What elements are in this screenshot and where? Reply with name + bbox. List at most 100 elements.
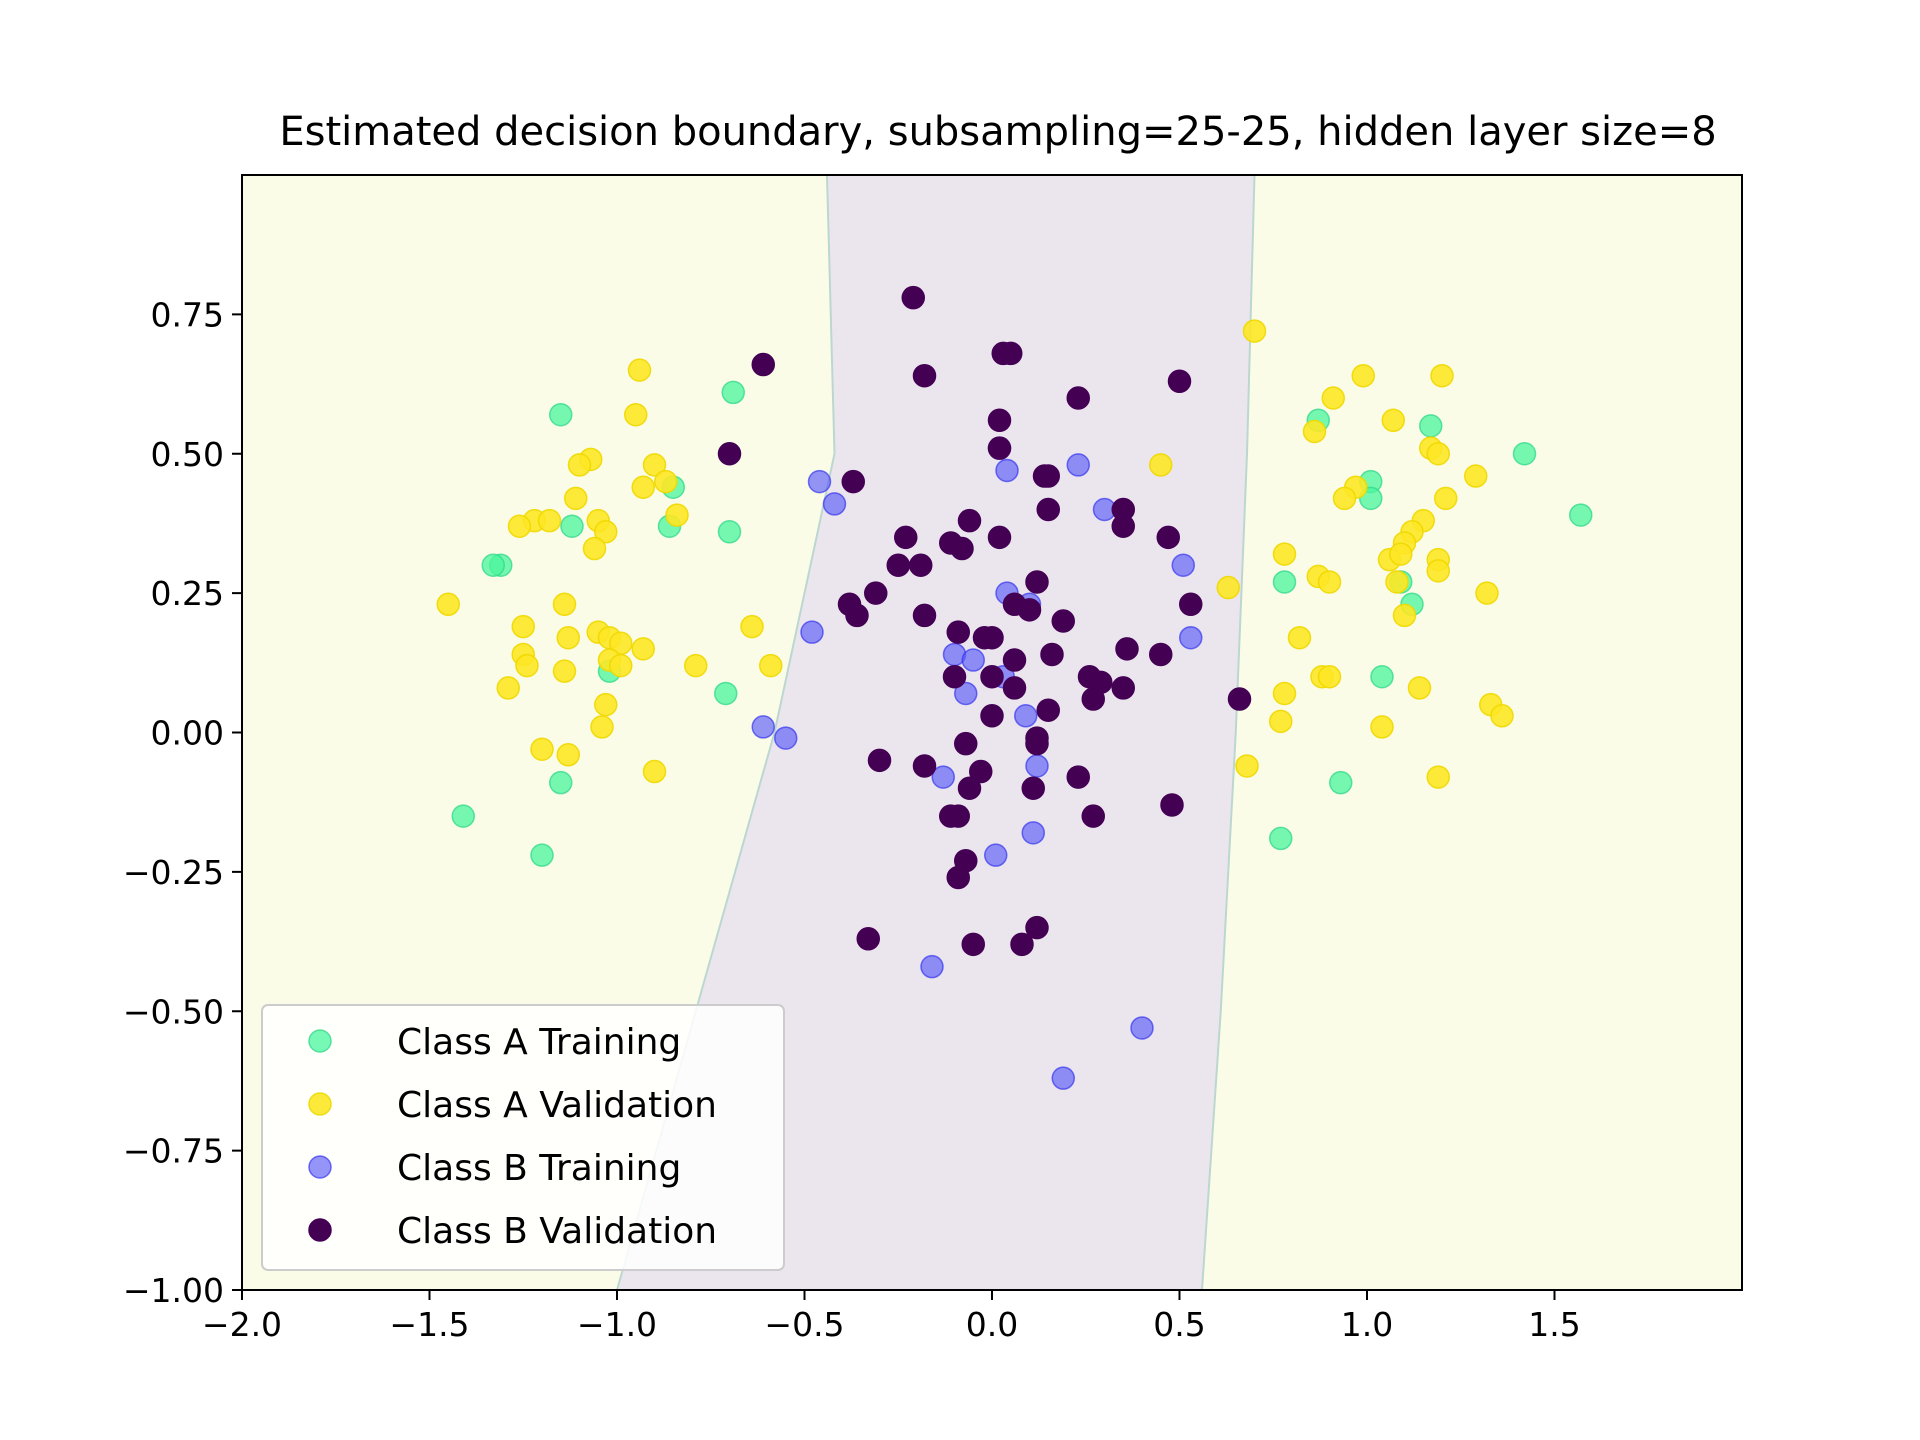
x-tick-label: 0.5	[1153, 1305, 1205, 1344]
data-point	[1051, 1066, 1075, 1090]
data-point	[1025, 915, 1049, 940]
data-point	[1302, 419, 1327, 444]
data-point	[594, 692, 618, 717]
data-point	[507, 514, 532, 538]
y-axis: −1.00 −0.75 −0.50 −0.25 0.00 0.25 0.50 0.75	[123, 295, 242, 1310]
data-point	[1130, 1016, 1154, 1040]
data-point	[912, 363, 937, 388]
chart-title: Estimated decision boundary, subsampling…	[279, 109, 1716, 155]
data-point	[969, 759, 993, 784]
data-point	[1269, 826, 1293, 851]
data-point	[946, 804, 970, 828]
data-point	[1111, 676, 1135, 700]
data-point	[1021, 776, 1045, 800]
data-point	[740, 614, 764, 639]
data-point	[1025, 754, 1049, 778]
data-point	[912, 603, 937, 628]
data-point	[987, 436, 1012, 460]
data-point	[721, 380, 745, 405]
data-point	[609, 653, 633, 678]
data-point	[920, 954, 944, 979]
data-point	[1287, 625, 1312, 650]
data-point	[1512, 442, 1537, 466]
data-point	[774, 726, 798, 750]
data-point	[1317, 570, 1342, 594]
y-tick-label: −1.00	[123, 1271, 224, 1310]
data-point	[594, 520, 618, 544]
data-point	[654, 469, 678, 494]
legend-label: Class B Validation	[397, 1211, 717, 1252]
data-point	[1272, 681, 1297, 706]
data-point	[961, 932, 985, 957]
data-point	[1179, 625, 1203, 650]
data-point	[1036, 698, 1060, 722]
data-point	[1272, 570, 1297, 594]
data-point	[436, 592, 460, 617]
data-point	[530, 843, 554, 867]
data-point	[1475, 581, 1499, 605]
legend-box	[261, 1004, 785, 1271]
data-point	[1426, 442, 1450, 466]
data-point	[1149, 453, 1173, 477]
legend-marker	[308, 1218, 332, 1242]
data-point	[1149, 642, 1173, 667]
data-point	[1179, 592, 1203, 617]
data-point	[1490, 704, 1514, 728]
data-point	[1370, 715, 1394, 739]
legend-marker	[308, 1155, 332, 1179]
data-point	[496, 676, 520, 700]
data-point	[1025, 570, 1049, 594]
data-point	[901, 285, 925, 310]
data-point	[1227, 687, 1252, 711]
data-point	[957, 776, 982, 800]
data-point	[549, 402, 573, 427]
legend-label: Class A Training	[397, 1022, 681, 1063]
data-point	[886, 553, 910, 577]
data-point	[1434, 486, 1458, 511]
data-point	[1017, 598, 1042, 622]
data-point	[717, 520, 742, 544]
data-point	[1332, 486, 1357, 511]
data-point	[1370, 665, 1394, 689]
data-point	[1407, 676, 1432, 700]
data-point	[631, 637, 655, 661]
x-tick-label: −1.0	[577, 1305, 657, 1344]
data-point	[1081, 687, 1105, 711]
data-point	[845, 603, 869, 628]
data-point	[1002, 676, 1027, 700]
legend-label: Class A Validation	[397, 1085, 717, 1126]
data-point	[931, 765, 955, 789]
data-point	[800, 620, 824, 644]
data-point	[1351, 363, 1375, 388]
data-point	[946, 865, 970, 890]
data-point	[1464, 464, 1488, 488]
data-point	[954, 681, 978, 706]
data-point	[642, 759, 667, 784]
data-point	[1317, 665, 1342, 689]
data-point	[1216, 575, 1240, 600]
data-point	[560, 514, 584, 538]
data-point	[642, 453, 667, 477]
data-point	[1272, 542, 1297, 566]
data-point	[980, 625, 1004, 650]
data-point	[631, 475, 655, 499]
data-point	[567, 453, 592, 477]
x-tick-label: 1.0	[1341, 1305, 1393, 1344]
data-point	[980, 704, 1004, 728]
data-point	[759, 653, 783, 678]
data-point	[665, 503, 689, 527]
data-point	[549, 770, 573, 795]
data-point	[1160, 793, 1184, 817]
data-point	[1010, 932, 1034, 957]
legend: Class A Training Class A Validation Class …	[261, 1004, 785, 1271]
data-point	[987, 408, 1012, 433]
data-point	[751, 715, 775, 739]
data-point	[942, 665, 967, 689]
data-point	[564, 486, 588, 511]
data-point	[1025, 731, 1049, 756]
data-point	[1321, 386, 1345, 410]
scatter-points	[436, 285, 1593, 1090]
data-point	[552, 592, 577, 617]
data-point	[717, 442, 742, 466]
